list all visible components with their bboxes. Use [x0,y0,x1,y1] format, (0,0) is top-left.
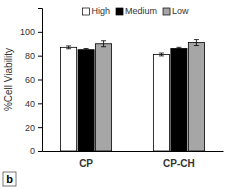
error-cap [66,48,71,49]
error-cap [84,48,89,49]
legend-swatch [83,8,90,15]
y-tick: 100 [20,27,42,37]
legend-label: Low [172,6,189,16]
bar [61,47,77,151]
y-tick: 20 [25,123,42,133]
y-tick-mark [38,32,42,33]
error-cap [101,40,106,41]
y-tick-label: 20 [25,123,35,133]
legend-label: Medium [125,6,157,16]
y-tick: 80 [25,51,42,61]
error-bar [101,41,106,47]
y-tick-mark [38,151,42,152]
y-tick-label: 100 [20,27,35,37]
annotation: b [3,172,16,186]
bar [153,54,169,151]
y-tick-label: 60 [25,75,35,85]
x-axis-line [43,151,224,152]
legend-label: High [92,6,111,16]
error-cap [194,39,199,40]
legend-swatch [116,8,123,15]
chart: 0 20 40 60 80 100 CP CP-CH %Cell Viability High Me… [0,0,229,189]
error-bar [84,49,89,51]
error-bar [66,46,71,49]
error-cap [176,47,181,48]
error-cap [101,46,106,47]
y-tick: 0 [30,146,42,156]
bar [171,49,187,151]
error-line [196,40,197,46]
x-tick-label: CP [79,158,93,169]
x-tick-label: CP-CH [163,158,195,169]
error-cap [159,55,164,56]
legend-item: High [83,6,111,16]
bars [61,40,205,151]
annotation-text: b [6,173,13,185]
y-axis: 0 20 40 60 80 100 [20,9,43,157]
y-tick: 60 [25,75,42,85]
error-cap [66,45,71,46]
error-line [161,53,162,56]
error-bar [194,40,199,46]
bar [96,44,112,151]
error-line [103,41,104,47]
legend-item: Low [163,6,189,16]
legend: High Medium Low [83,6,190,16]
error-cap [176,49,181,50]
error-bar [176,47,181,49]
y-axis-line [38,9,43,152]
x-tick: CP [79,151,93,169]
y-tick: 40 [25,99,42,109]
bar [188,43,204,151]
y-axis-title: %Cell Viability [3,48,14,111]
legend-swatch [163,8,170,15]
y-tick-label: 0 [30,146,35,156]
annotation-box [3,172,16,186]
error-bar [159,53,164,56]
x-tick: CP-CH [163,151,195,169]
legend-item: Medium [116,6,157,16]
y-tick-mark [38,80,42,81]
bar [78,50,94,151]
y-tick-mark [38,56,42,57]
y-tick-mark [38,127,42,128]
y-tick-label: 40 [25,99,35,109]
error-cap [159,53,164,54]
error-line [68,46,69,49]
error-cap [194,45,199,46]
y-tick-label: 80 [25,51,35,61]
plot: 0 20 40 60 80 100 CP CP-CH [20,9,224,170]
x-axis: CP CP-CH [43,151,224,169]
error-cap [84,50,89,51]
y-tick-mark [38,103,42,104]
